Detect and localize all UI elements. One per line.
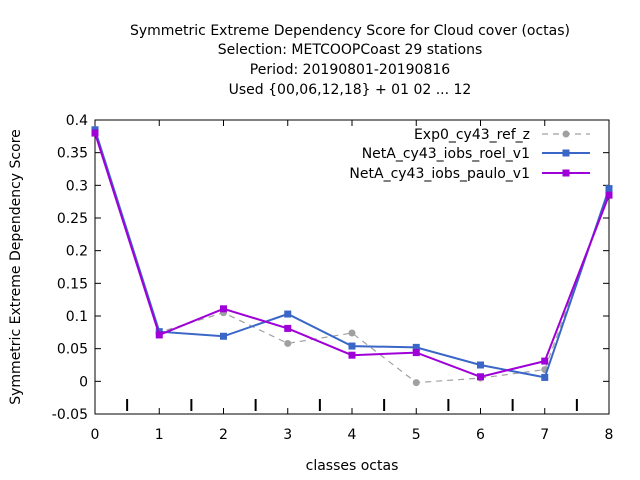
y-tick-label: 0.3 — [66, 178, 88, 194]
legend-marker — [562, 169, 570, 177]
data-point — [220, 332, 227, 340]
data-point — [541, 357, 549, 365]
data-point — [348, 329, 356, 337]
legend-entry-2: NetA_cy43_iobs_paulo_v1 — [349, 166, 590, 182]
plot-area-border — [94, 119, 610, 415]
legend-marker — [562, 130, 570, 138]
data-point — [605, 185, 613, 193]
legend-label: NetA_cy43_iobs_roel_v1 — [362, 146, 530, 162]
y-axis: -0.05 0 0.05 0.1 0.15 0.2 0.25 0.3 0.35 0.4 — [52, 113, 609, 423]
y-tick-label: -0.05 — [52, 407, 88, 423]
series-2 — [91, 129, 613, 381]
x-tick-label: 7 — [540, 427, 549, 443]
data-point — [284, 324, 292, 332]
legend-label: Exp0_cy43_ref_z — [414, 127, 530, 143]
data-point — [477, 361, 484, 369]
x-tick-label: 3 — [283, 427, 292, 443]
data-point — [348, 342, 356, 350]
chart-title: Symmetric Extreme Dependency Score for C… — [130, 23, 570, 98]
data-point — [412, 343, 420, 351]
x-axis-label: classes octas — [306, 458, 399, 474]
data-point — [155, 331, 163, 339]
y-tick-label: 0.35 — [57, 146, 88, 162]
y-tick-label: 0.4 — [66, 113, 88, 129]
data-point — [284, 310, 292, 318]
y-axis-label: Symmetric Extreme Dependency Score — [8, 129, 24, 405]
x-tick-label: 0 — [91, 427, 100, 443]
x-tick-label: 1 — [155, 427, 164, 443]
title-line-2: Selection: METCOOPCoast 29 stations — [218, 42, 483, 58]
y-tick-label: 0 — [79, 374, 88, 390]
y-tick-label: 0.1 — [66, 309, 88, 325]
data-point — [477, 373, 484, 381]
data-point — [91, 129, 99, 137]
y-tick-label: 0.25 — [57, 211, 88, 227]
data-point — [284, 339, 292, 347]
title-line-3: Period: 20190801-20190816 — [250, 62, 450, 78]
x-tick-label: 5 — [412, 427, 421, 443]
x-tick-label: 6 — [476, 427, 485, 443]
legend: Exp0_cy43_ref_z NetA_cy43_iobs_roel_v1 Net… — [349, 127, 590, 182]
data-point — [412, 349, 420, 357]
series-layer — [91, 126, 613, 387]
y-tick-label: 0.2 — [66, 244, 88, 260]
class-boundary-marks — [126, 399, 578, 411]
legend-entry-1: NetA_cy43_iobs_roel_v1 — [362, 146, 590, 162]
data-point — [220, 305, 227, 313]
x-tick-label: 2 — [219, 427, 228, 443]
data-point — [412, 379, 420, 387]
legend-entry-0: Exp0_cy43_ref_z — [414, 127, 590, 143]
title-line-1: Symmetric Extreme Dependency Score for C… — [130, 23, 570, 39]
data-point — [541, 373, 549, 381]
data-point — [348, 351, 356, 359]
y-tick-label: 0.15 — [57, 276, 88, 292]
y-tick-label: 0.05 — [57, 342, 88, 358]
x-axis: 0 1 2 3 4 5 6 7 8 — [91, 120, 614, 443]
legend-label: NetA_cy43_iobs_paulo_v1 — [349, 166, 530, 182]
series-1 — [91, 126, 613, 381]
legend-marker — [562, 149, 570, 157]
data-point — [605, 191, 613, 199]
x-tick-label: 4 — [348, 427, 357, 443]
title-line-4: Used {00,06,12,18} + 01 02 ... 12 — [229, 82, 472, 98]
x-tick-label: 8 — [605, 427, 614, 443]
